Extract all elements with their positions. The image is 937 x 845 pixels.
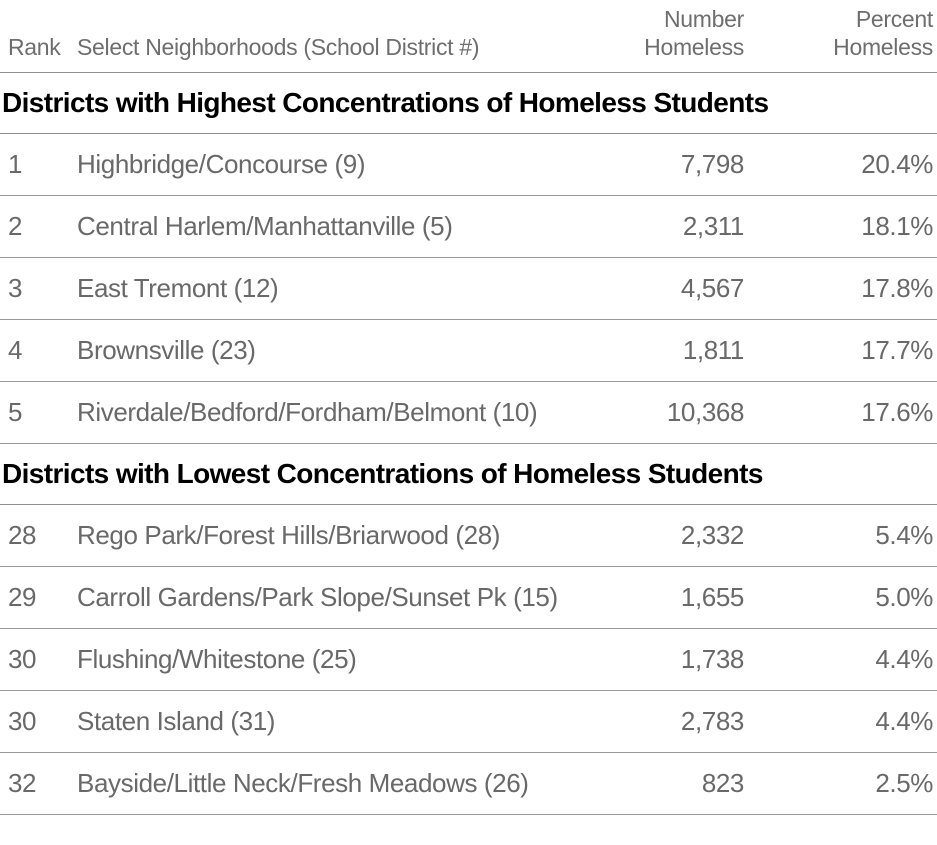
column-header-number-homeless: Number Homeless <box>582 5 744 72</box>
column-header-row: Rank Select Neighborhoods (School Distri… <box>0 0 937 73</box>
column-header-percent-homeless: Percent Homeless <box>744 5 937 72</box>
rank-cell: 30 <box>8 644 37 674</box>
neighborhood-cell: Central Harlem/Manhattanville (5) <box>77 211 453 241</box>
section-title: Districts with Highest Concentrations of… <box>2 87 769 118</box>
section-header-lowest: Districts with Lowest Concentrations of … <box>0 444 937 505</box>
table-row: 4 Brownsville (23) 1,811 17.7% <box>0 320 937 382</box>
number-homeless-cell: 2,311 <box>682 211 744 241</box>
table-row: 30 Flushing/Whitestone (25) 1,738 4.4% <box>0 629 937 691</box>
percent-homeless-cell: 20.4% <box>861 149 933 179</box>
rank-cell: 3 <box>8 273 23 303</box>
table-row: 2 Central Harlem/Manhattanville (5) 2,31… <box>0 196 937 258</box>
rank-cell: 28 <box>8 520 37 550</box>
rank-cell: 1 <box>8 149 23 179</box>
column-header-number-line2: Homeless <box>644 34 744 60</box>
percent-homeless-cell: 4.4% <box>875 644 933 674</box>
neighborhood-cell: Staten Island (31) <box>77 706 276 736</box>
table-row: 29 Carroll Gardens/Park Slope/Sunset Pk … <box>0 567 937 629</box>
neighborhood-cell: Flushing/Whitestone (25) <box>77 644 357 674</box>
rank-cell: 29 <box>8 582 37 612</box>
neighborhood-cell: Riverdale/Bedford/Fordham/Belmont (10) <box>77 397 538 427</box>
table-row: 5 Riverdale/Bedford/Fordham/Belmont (10)… <box>0 382 937 444</box>
rank-cell: 30 <box>8 706 37 736</box>
number-homeless-cell: 823 <box>701 768 744 798</box>
percent-homeless-cell: 17.7% <box>861 335 933 365</box>
number-homeless-cell: 1,655 <box>680 582 744 612</box>
number-homeless-cell: 1,738 <box>680 644 744 674</box>
number-homeless-cell: 1,811 <box>682 335 744 365</box>
rank-cell: 4 <box>8 335 23 365</box>
number-homeless-cell: 2,332 <box>680 520 744 550</box>
rank-cell: 2 <box>8 211 23 241</box>
column-header-rank: Rank <box>8 34 61 60</box>
column-header-number-line1: Number <box>663 6 744 32</box>
percent-homeless-cell: 5.0% <box>875 582 933 612</box>
number-homeless-cell: 2,783 <box>680 706 744 736</box>
neighborhood-cell: Bayside/Little Neck/Fresh Meadows (26) <box>77 768 529 798</box>
number-homeless-cell: 4,567 <box>680 273 744 303</box>
percent-homeless-cell: 17.8% <box>861 273 933 303</box>
column-header-neighborhood: Select Neighborhoods (School District #) <box>77 34 480 60</box>
neighborhood-cell: Carroll Gardens/Park Slope/Sunset Pk (15… <box>77 582 558 612</box>
percent-homeless-cell: 5.4% <box>875 520 933 550</box>
table-row: 1 Highbridge/Concourse (9) 7,798 20.4% <box>0 134 937 196</box>
percent-homeless-cell: 2.5% <box>875 768 933 798</box>
table-row: 32 Bayside/Little Neck/Fresh Meadows (26… <box>0 753 937 815</box>
number-homeless-cell: 10,368 <box>666 397 744 427</box>
table-row: 28 Rego Park/Forest Hills/Briarwood (28)… <box>0 505 937 567</box>
table-row: 3 East Tremont (12) 4,567 17.8% <box>0 258 937 320</box>
number-homeless-cell: 7,798 <box>680 149 744 179</box>
percent-homeless-cell: 4.4% <box>875 706 933 736</box>
column-header-percent-line1: Percent <box>855 6 933 32</box>
section-header-highest: Districts with Highest Concentrations of… <box>0 73 937 134</box>
table-row: 30 Staten Island (31) 2,783 4.4% <box>0 691 937 753</box>
percent-homeless-cell: 17.6% <box>861 397 933 427</box>
rank-cell: 5 <box>8 397 23 427</box>
neighborhood-cell: Brownsville (23) <box>77 335 256 365</box>
rank-cell: 32 <box>8 768 37 798</box>
column-header-percent-line2: Homeless <box>833 34 933 60</box>
neighborhood-cell: Highbridge/Concourse (9) <box>77 149 366 179</box>
neighborhood-cell: East Tremont (12) <box>77 273 279 303</box>
section-title: Districts with Lowest Concentrations of … <box>2 458 763 489</box>
percent-homeless-cell: 18.1% <box>861 211 933 241</box>
neighborhood-cell: Rego Park/Forest Hills/Briarwood (28) <box>77 520 501 550</box>
